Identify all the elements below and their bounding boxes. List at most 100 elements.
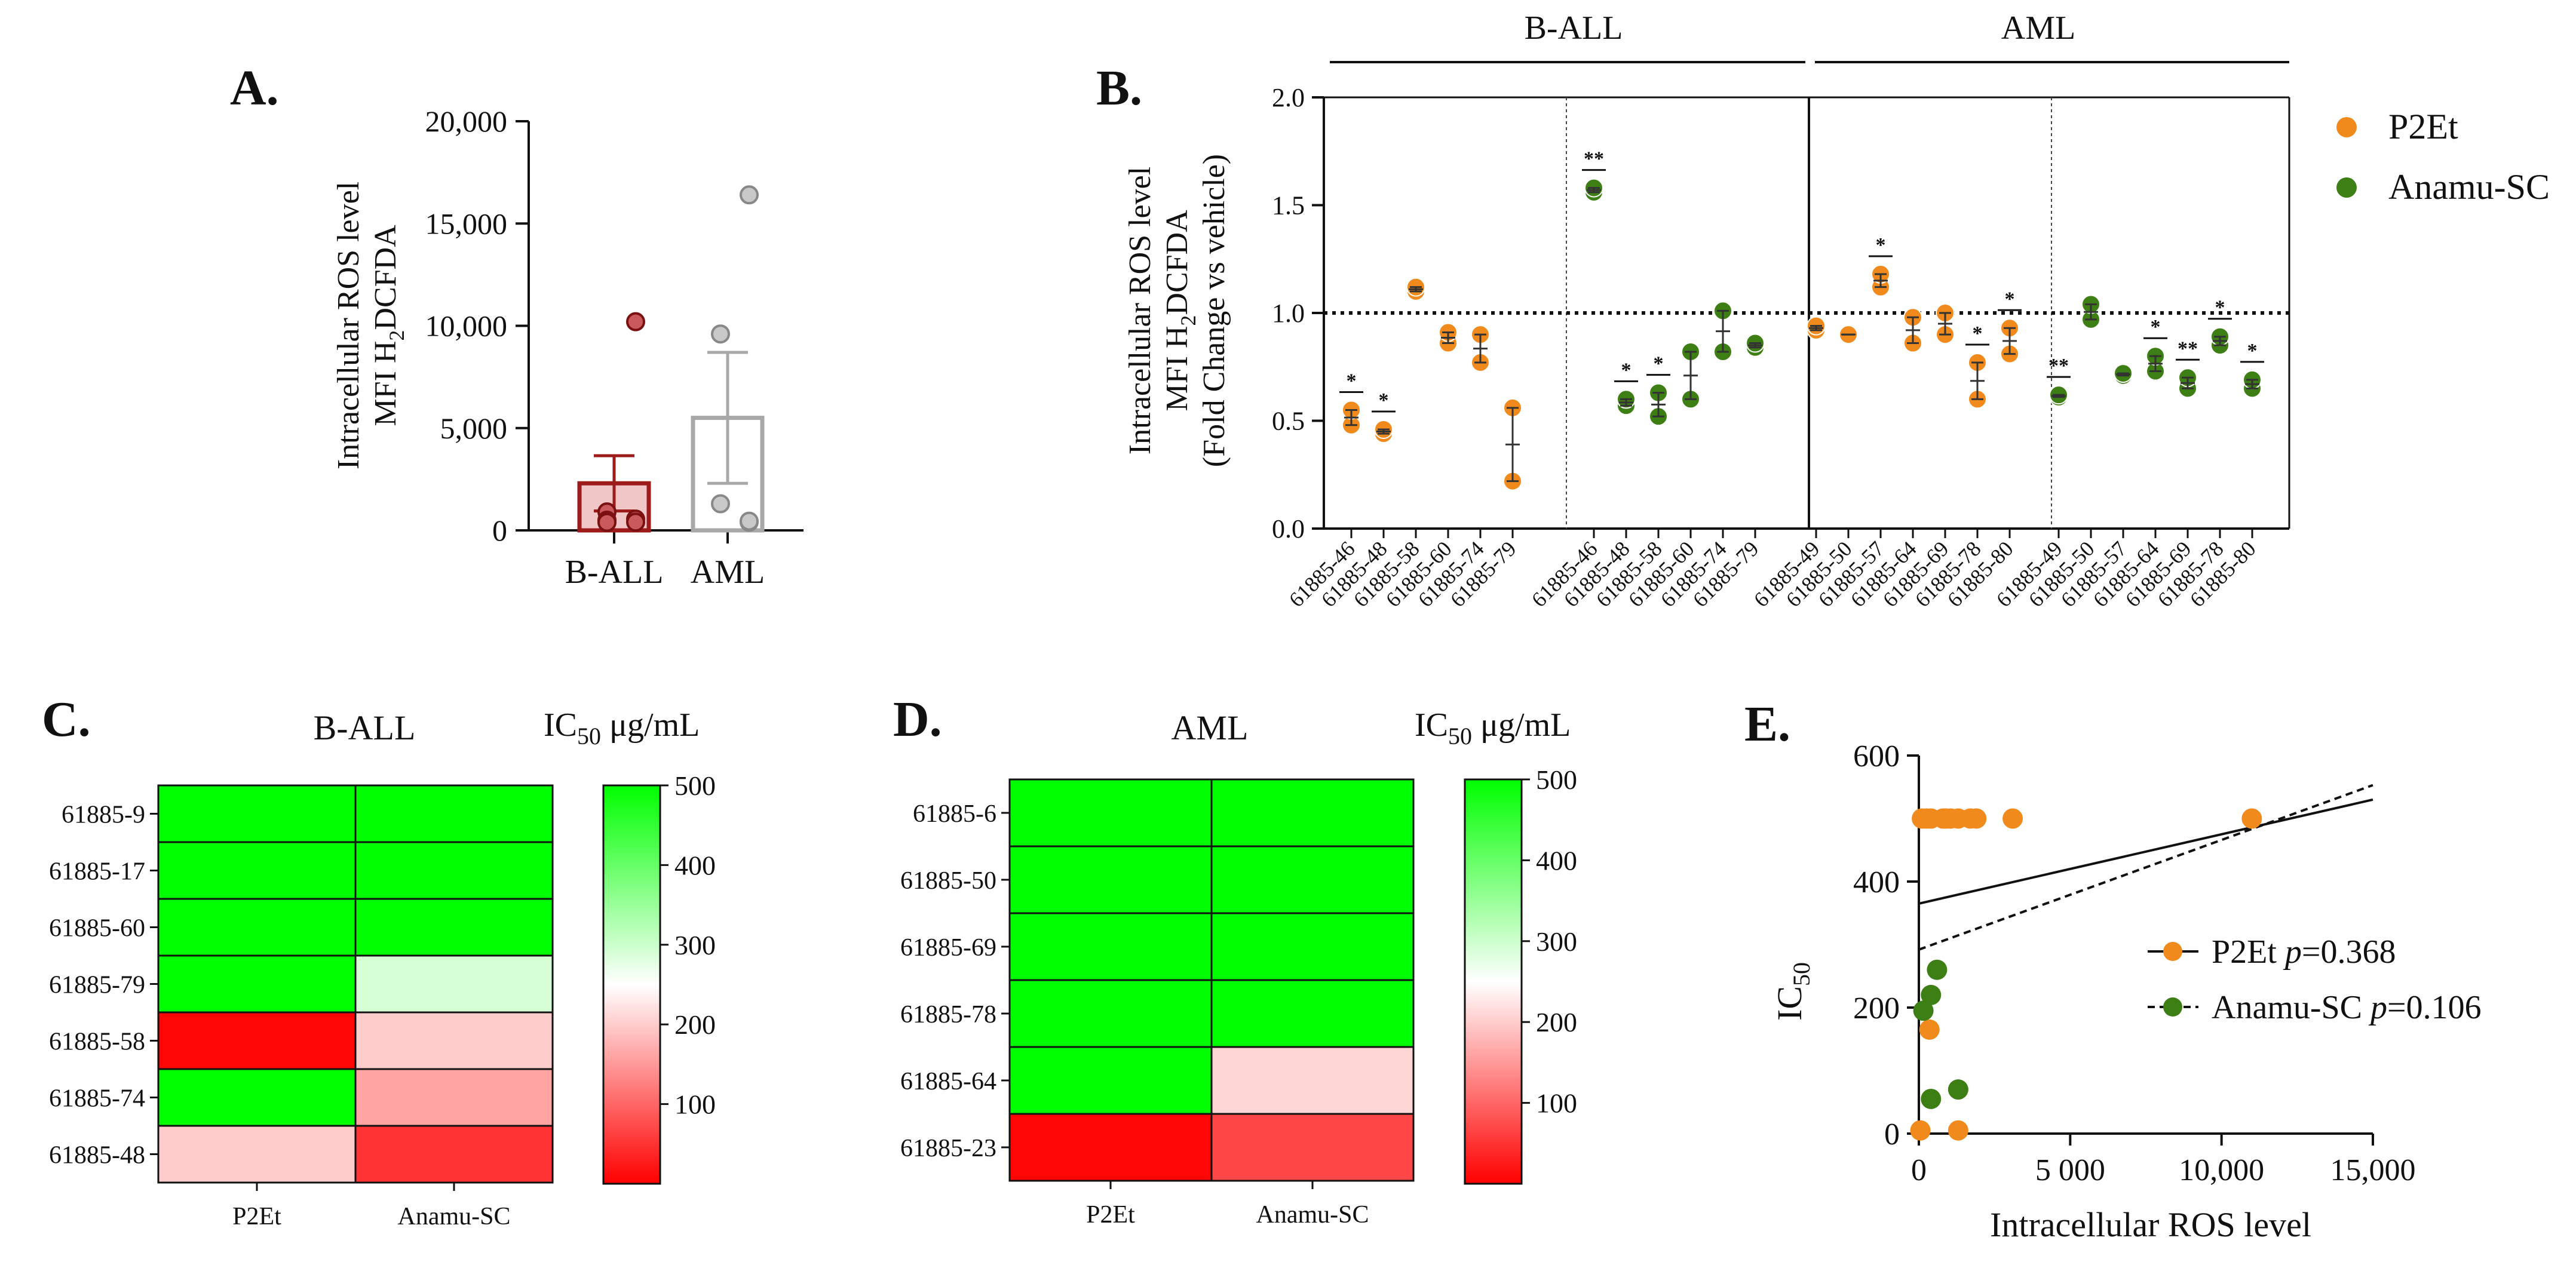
data-point: [1919, 1019, 1940, 1040]
heat-cell: [354, 1068, 554, 1127]
row-label: 61885-23: [900, 1135, 996, 1162]
row-label: 61885-79: [49, 972, 145, 999]
panel-e-x-tick-label: 10,000: [2179, 1153, 2264, 1187]
panel-e-xlabel: Intracellular ROS level: [1990, 1205, 2311, 1244]
heat-cell: [354, 784, 554, 843]
heat-cell: [354, 1125, 554, 1184]
significance-stars: **: [2178, 337, 2198, 360]
legend-anamu-marker: [2336, 177, 2357, 198]
heat-cell: [1210, 845, 1415, 914]
data-point: [1927, 959, 1948, 980]
significance-stars: *: [1621, 359, 1632, 381]
panel-e-x-tick-label: 15,000: [2330, 1153, 2416, 1187]
panel-b-y-tick-label: 0.0: [1272, 514, 1305, 544]
data-point: [1966, 808, 1987, 829]
panel-a-ylabel-line2: MFI H2DCFDA: [369, 225, 409, 426]
row-label: 61885-58: [49, 1028, 145, 1056]
data-point: [740, 185, 759, 205]
scale-tick-label: 200: [674, 1009, 716, 1040]
row-label: 61885-48: [49, 1142, 145, 1169]
heat-cell: [1008, 1113, 1213, 1182]
data-point: [626, 512, 645, 532]
panel-b-axes: 0.00.51.01.52.061885-4661885-4861885-586…: [1272, 83, 2290, 612]
column-label: Anamu-SC: [398, 1203, 511, 1230]
row-label: 61885-9: [62, 802, 145, 829]
panel-a-ylabel-line1: Intracellular ROS level: [332, 182, 366, 469]
heat-cell: [157, 1068, 357, 1127]
heat-cell: [157, 784, 357, 843]
data-point: [740, 511, 759, 531]
panel-a-y-tick-label: 20,000: [425, 105, 508, 138]
heat-cell: [1008, 778, 1213, 848]
panel-b-label: B.: [1096, 60, 1142, 116]
panel-c-heatmap: 61885-9 61885-17 61885-60 61885-79 61885-58 6…: [49, 770, 716, 1230]
panel-a-category-label: B-ALL: [565, 554, 664, 591]
data-point: [711, 324, 730, 344]
panel-a-y-tick-label: 15,000: [425, 207, 508, 240]
significance-stars: *: [1654, 353, 1664, 375]
panel-b-marks: ***** ***********: [1339, 148, 2264, 491]
panel-e-legend: P2Et p=0.368 Anamu-SC p=0.106: [2148, 934, 2482, 1026]
legend-e-p2et-marker: [2163, 942, 2182, 961]
panel-a-marks: [577, 185, 765, 533]
row-label: 61885-78: [900, 1001, 996, 1028]
panel-e: E. IC50 Intracellular ROS level 0 200 400 6…: [1744, 696, 2482, 1244]
scale-tick-label: 300: [674, 930, 716, 960]
significance-stars: *: [1347, 370, 1357, 392]
data-point: [1910, 1120, 1931, 1141]
panel-a-label: A.: [230, 60, 279, 116]
data-point: [2241, 808, 2262, 829]
scale-tick-label: 100: [1536, 1088, 1577, 1119]
panel-d-scale-title: IC50 μg/mL: [1415, 707, 1571, 750]
panel-a-y-tick-label: 10,000: [425, 309, 508, 343]
heat-cell: [1008, 979, 1213, 1048]
scale-tick-label: 300: [1536, 926, 1577, 957]
scale-tick-label: 500: [674, 770, 716, 801]
data-point: [1921, 984, 1942, 1005]
column-label: P2Et: [1086, 1201, 1135, 1229]
data-point: [597, 512, 617, 532]
panel-b: B. Intracellular ROS level MFI H2DCFDA (…: [1096, 10, 2550, 612]
significance-stars: **: [1584, 148, 1604, 170]
panel-b-y-tick-label: 0.5: [1272, 407, 1305, 436]
group-label-ball: B-ALL: [1525, 10, 1623, 47]
data-point: [1921, 1088, 1942, 1109]
heat-cell: [1008, 912, 1213, 981]
scale-tick-label: 500: [1536, 764, 1577, 795]
panel-e-label: E.: [1744, 696, 1790, 752]
heat-cell: [1210, 1046, 1415, 1115]
legend-p2et-label: P2Et: [2388, 107, 2458, 146]
scale-tick-label: 400: [674, 850, 716, 880]
legend-p2et-marker: [2336, 117, 2357, 137]
legend-e-anamu-text: Anamu-SC p=0.106: [2212, 989, 2482, 1026]
significance-stars: *: [2005, 288, 2015, 310]
row-label: 61885-50: [900, 867, 996, 895]
heat-cell: [354, 898, 554, 957]
heat-cell: [354, 1011, 554, 1070]
row-label: 61885-74: [49, 1085, 145, 1113]
significance-stars: *: [2247, 340, 2258, 362]
fit-line: [1918, 798, 2373, 905]
panel-c-title: B-ALL: [314, 708, 416, 747]
heat-cell: [1210, 1113, 1415, 1182]
panel-d: D. AML IC50 μg/mL 61885-661885-5061885-6…: [893, 692, 1577, 1229]
row-label: 61885-6: [913, 800, 996, 828]
heat-cell: [1210, 912, 1415, 981]
heat-cell: [1210, 778, 1415, 848]
heat-cell: [1210, 979, 1415, 1048]
data-point: [626, 312, 645, 331]
scale-tick-label: 400: [1536, 845, 1577, 876]
panel-d-heatmap: 61885-6 61885-50 61885-69 61885-78 61885-64 6…: [900, 764, 1577, 1229]
panel-e-y-tick-label: 400: [1853, 865, 1900, 899]
panel-d-title: AML: [1172, 708, 1249, 747]
heat-cell: [157, 1011, 357, 1070]
row-label: 61885-17: [49, 858, 145, 886]
scale-tick-label: 200: [1536, 1007, 1577, 1037]
panel-c-scale-title: IC50 μg/mL: [544, 707, 700, 750]
panel-a: A. Intracellular ROS level MFI H2DCFDA 0…: [230, 60, 804, 591]
panel-a-y-tick-label: 5,000: [440, 412, 508, 445]
data-point: [711, 494, 730, 514]
panel-e-y-tick-label: 0: [1884, 1117, 1900, 1152]
